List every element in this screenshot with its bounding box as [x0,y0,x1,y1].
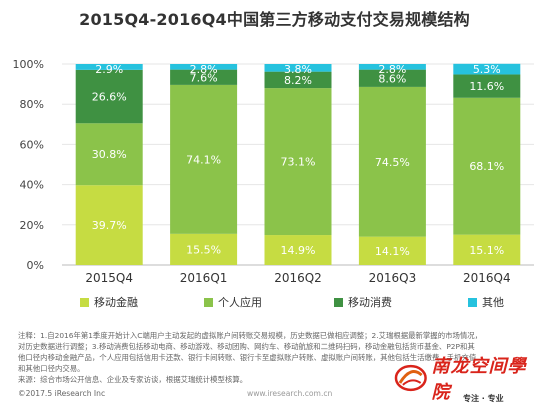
data-label: 5.3% [473,63,501,76]
data-label: 3.8% [284,63,312,76]
data-label: 2.8% [378,63,406,76]
bar-segment [75,185,143,265]
brand-subtitle: 专注 · 专业 [463,394,504,403]
legend-label: 移动金融 [94,296,138,309]
bar-segment [264,71,332,89]
legend-label: 其他 [482,296,504,309]
legend-item: 个人应用 [204,294,262,310]
data-label: 8.2% [284,74,312,87]
data-label: 15.5% [186,243,221,256]
chart-title: 2015Q4-2016Q4中国第三方移动支付交易规模结构 [79,10,470,29]
x-tick-label: 2016Q3 [369,271,417,285]
data-label: 11.6% [469,80,504,93]
bar-segment [358,64,426,70]
bar-segment [453,97,521,235]
legend-label: 个人应用 [218,296,262,309]
copyright: ©2017.5 iResearch Inc [18,389,106,398]
data-label: 7.6% [190,71,218,84]
data-label: 74.1% [186,153,221,166]
footnote: 注释：1.自2016年第1季度开始计入C端用户主动发起的虚拟账户间转账交易规模，… [18,330,538,385]
bar-segment [453,63,521,75]
brand-name: 南龙空间學院 [431,356,527,403]
bar-segment [75,69,143,124]
x-tick-label: 2015Q4 [85,271,133,285]
bar-segment [264,64,332,72]
brand-emblem-icon [394,364,427,392]
x-tick-label: 2016Q1 [180,271,228,285]
y-tick-label: 20% [20,219,44,232]
bar-segment [75,123,143,186]
bar-segment [170,64,238,70]
bar-segment [453,74,521,98]
bar-segment [358,69,426,87]
footnote-source: 来源：综合市场公开信息、企业及专家访谈，根据艾瑞统计模型核算。 [18,375,248,384]
bar-segment [358,236,426,265]
data-label: 26.6% [92,91,127,104]
data-label: 74.5% [375,156,410,169]
legend-swatch [468,297,477,307]
brand-logo: 南龙空间學院 [394,356,544,403]
footnote-line: 和其他口径内交易。 [18,364,85,373]
bar-segment [264,235,332,265]
footnote-line: 注释：1.自2016年第1季度开始计入C端用户主动发起的虚拟账户间转账交易规模，… [18,331,483,340]
data-label: 14.9% [281,244,316,257]
bar-segment [264,88,332,236]
legend-swatch [204,297,213,307]
legend-item: 移动消费 [334,294,392,310]
watermark-url: www.iresearch.com.cn [247,389,333,398]
chart-legend: 移动金融 个人应用 移动消费 其他 [80,294,549,312]
legend-swatch [334,297,343,307]
bar-segment [453,234,521,265]
data-label: 2.9% [95,63,123,76]
y-tick-label: 60% [20,138,44,151]
bar-segment [170,69,238,85]
y-tick-label: 0% [27,259,44,272]
legend-label: 移动消费 [348,296,392,309]
footnote-line: 对历史数据进行调整；3.移动消费包括移动电商、移动游戏、移动团购、网约车、移动航… [18,342,475,351]
data-label: 14.1% [375,245,410,258]
bar-segment [75,64,143,70]
x-tick-label: 2016Q2 [274,271,322,285]
data-label: 30.8% [92,148,127,161]
data-label: 39.7% [92,219,127,232]
bar-segment [170,233,238,265]
y-tick-label: 100% [13,58,44,71]
data-label: 73.1% [281,156,316,169]
y-tick-label: 40% [20,179,44,192]
data-label: 68.1% [469,160,504,173]
data-label: 15.1% [469,244,504,257]
data-label: 8.6% [378,72,406,85]
y-tick-label: 80% [20,98,44,111]
bar-segment [358,86,426,237]
data-label: 2.8% [190,63,218,76]
legend-swatch [80,297,89,307]
footnote-line: 他口径内移动金融产品，个人应用包括信用卡还款、银行卡间转账、银行卡至虚拟账户转账… [18,353,477,362]
legend-item: 移动金融 [80,294,138,310]
legend-item: 其他 [468,294,504,310]
bar-segment [170,84,238,234]
x-tick-label: 2016Q4 [463,271,511,285]
